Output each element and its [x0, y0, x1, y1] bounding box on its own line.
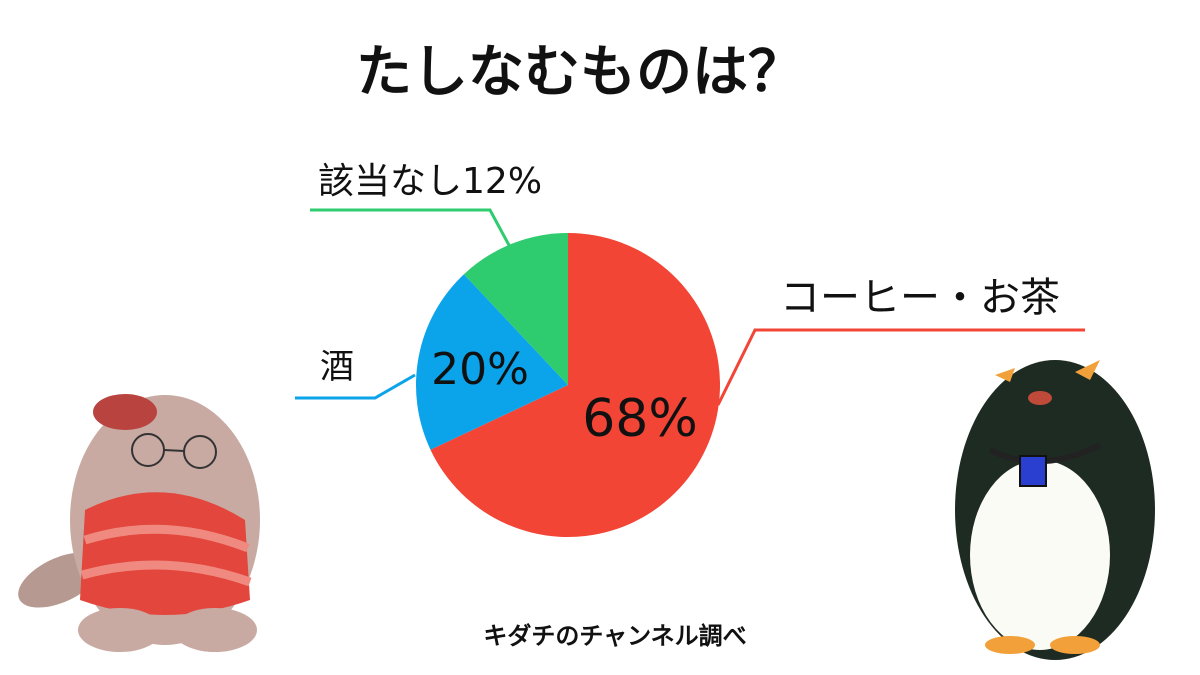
- leader-line: [310, 208, 512, 248]
- category-label: コーヒー・お茶: [780, 275, 1060, 321]
- pie-slice: [416, 274, 568, 450]
- leader-line: [716, 328, 1085, 406]
- leader-line: [295, 373, 416, 400]
- chart-title: たしなむものは？: [356, 40, 804, 105]
- seal-illustration: [18, 394, 260, 652]
- category-name: コーヒー・お茶: [780, 275, 1060, 321]
- category-label: 該当なし12%: [318, 161, 542, 202]
- value-label: 68%: [582, 389, 698, 449]
- value-label: 12%: [462, 161, 542, 202]
- source-note: キダチのチャンネル調べ: [483, 622, 746, 650]
- value-label: 20%: [431, 344, 529, 395]
- pie-slice: [430, 233, 720, 537]
- category-name: 酒: [320, 347, 354, 387]
- penguin-illustration: [955, 360, 1155, 660]
- category-name: 該当なし: [318, 161, 462, 202]
- category-label: 酒: [320, 347, 354, 387]
- pie-slice: [463, 233, 568, 385]
